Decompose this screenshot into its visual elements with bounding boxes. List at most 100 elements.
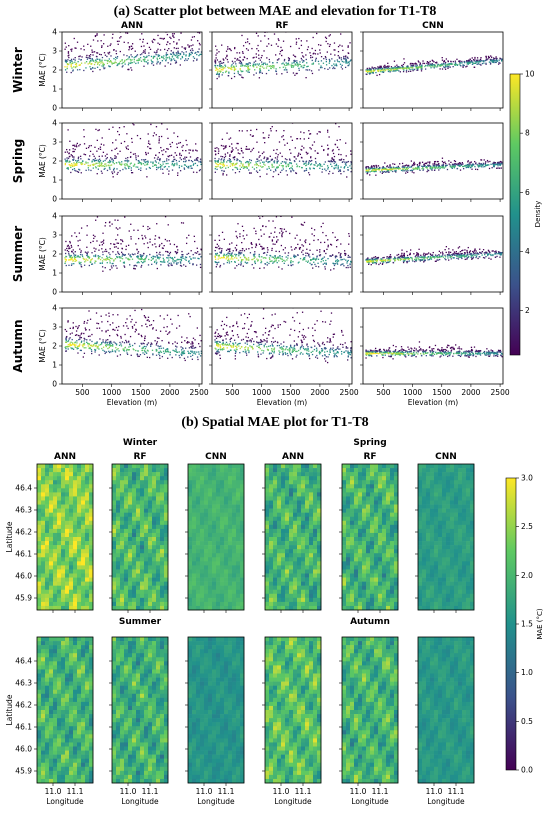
colorbar-tick-label: 0.0 xyxy=(521,766,533,775)
spatial-map-winter-rf xyxy=(109,464,168,613)
spatial-model-title-rf: RF xyxy=(133,452,146,462)
lon-tick-label: 11.0 xyxy=(350,787,367,796)
y-tick-label: 4 xyxy=(52,212,57,221)
lon-tick-label: 11.0 xyxy=(120,787,137,796)
colorbar-tick-label: 10 xyxy=(525,70,535,79)
colorbar-tick-label: 1.0 xyxy=(521,668,533,677)
y-tick-label: 4 xyxy=(52,28,57,37)
lat-tick-label: 46.4 xyxy=(15,657,32,666)
lon-tick-label: 11.0 xyxy=(273,787,290,796)
x-tick-label: 2500 xyxy=(340,388,359,397)
scatter-col-title-ann: ANN xyxy=(121,21,143,31)
lat-tick-label: 45.9 xyxy=(15,594,32,603)
y-tick-label: 0 xyxy=(52,380,57,389)
colorbar-tick-label: 2.5 xyxy=(521,522,533,531)
x-tick-label: 2500 xyxy=(190,388,209,397)
x-axis-label: Elevation (m) xyxy=(257,398,307,407)
y-tick-label: 3 xyxy=(52,138,57,147)
scatter-panel-summer-cnn xyxy=(360,216,503,295)
spatial-season-title-spring: Spring xyxy=(353,438,386,448)
colorbar-tick-label: 8 xyxy=(525,129,530,138)
lat-tick-label: 46.3 xyxy=(15,506,32,515)
y-tick-label: 0 xyxy=(52,195,57,204)
lat-tick-label: 46.1 xyxy=(15,723,32,732)
scatter-points xyxy=(365,158,502,176)
longitude-axis-label: Longitude xyxy=(121,797,159,806)
latitude-axis-label: Latitude xyxy=(5,694,14,725)
scatter-panel-summer-rf xyxy=(209,202,352,295)
scatter-panel-spring-rf xyxy=(209,115,352,202)
spatial-model-title-rf: RF xyxy=(363,452,376,462)
panel-b-title: (b) Spatial MAE plot for T1-T8 xyxy=(181,415,368,430)
lon-tick-label: 11.1 xyxy=(372,787,389,796)
y-axis-label: MAE (°C) xyxy=(38,53,47,87)
y-axis-label: MAE (°C) xyxy=(38,329,47,363)
colorbar-tick-label: 3.0 xyxy=(521,474,533,483)
y-tick-label: 1 xyxy=(52,85,57,94)
spatial-season-title-summer: Summer xyxy=(119,617,162,627)
x-tick-label: 500 xyxy=(225,388,240,397)
y-tick-label: 2 xyxy=(52,66,57,75)
lat-tick-label: 46.1 xyxy=(15,550,32,559)
scatter-frame xyxy=(363,123,503,199)
colorbar-label: Density xyxy=(534,201,542,228)
scatter-points xyxy=(214,202,351,271)
x-tick-label: 1500 xyxy=(131,388,150,397)
scatter-points xyxy=(64,196,202,272)
scatter-col-title-rf: RF xyxy=(275,21,288,31)
colorbar-gradient xyxy=(510,74,520,355)
latitude-axis-label: Latitude xyxy=(5,521,14,552)
longitude-axis-label: Longitude xyxy=(46,797,84,806)
scatter-row-label-autumn: Autumn xyxy=(11,319,25,372)
colorbar-tick-label: 6 xyxy=(525,188,530,197)
y-tick-label: 2 xyxy=(52,157,57,166)
scatter-frame xyxy=(363,32,503,108)
y-tick-label: 4 xyxy=(52,304,57,313)
colorbar-tick-label: 4 xyxy=(525,247,530,256)
spatial-map-spring-cnn xyxy=(415,464,474,613)
scatter-col-title-cnn: CNN xyxy=(422,21,444,31)
scatter-row-label-spring: Spring xyxy=(11,139,25,183)
lat-tick-label: 46.0 xyxy=(15,745,32,754)
y-tick-label: 1 xyxy=(52,269,57,278)
lon-tick-label: 11.1 xyxy=(295,787,312,796)
lat-tick-label: 46.2 xyxy=(15,701,32,710)
lon-tick-label: 11.1 xyxy=(67,787,84,796)
spatial-panels: WinterANN46.446.346.246.146.045.9Latitud… xyxy=(5,438,544,806)
scatter-points xyxy=(214,288,351,364)
colorbar-tick-label: 2.0 xyxy=(521,571,533,580)
lon-tick-label: 11.1 xyxy=(142,787,159,796)
x-tick-label: 500 xyxy=(75,388,90,397)
y-tick-label: 1 xyxy=(52,176,57,185)
colorbar-gradient xyxy=(506,478,516,770)
spatial-model-title-cnn: CNN xyxy=(205,452,227,462)
spatial-model-title-ann: ANN xyxy=(282,452,304,462)
spatial-map-spring-rf xyxy=(339,464,398,613)
y-tick-label: 1 xyxy=(52,361,57,370)
x-tick-label: 1500 xyxy=(281,388,300,397)
x-axis-label: Elevation (m) xyxy=(107,398,157,407)
y-axis-label: MAE (°C) xyxy=(38,144,47,178)
scatter-points xyxy=(365,246,502,265)
y-tick-label: 2 xyxy=(52,250,57,259)
spatial-map-winter-cnn xyxy=(185,464,244,613)
y-tick-label: 3 xyxy=(52,47,57,56)
x-axis-label: Elevation (m) xyxy=(408,398,458,407)
x-tick-label: 2000 xyxy=(310,388,329,397)
lat-tick-label: 46.0 xyxy=(15,572,32,581)
scatter-frame xyxy=(212,216,352,292)
scatter-points xyxy=(64,109,201,178)
